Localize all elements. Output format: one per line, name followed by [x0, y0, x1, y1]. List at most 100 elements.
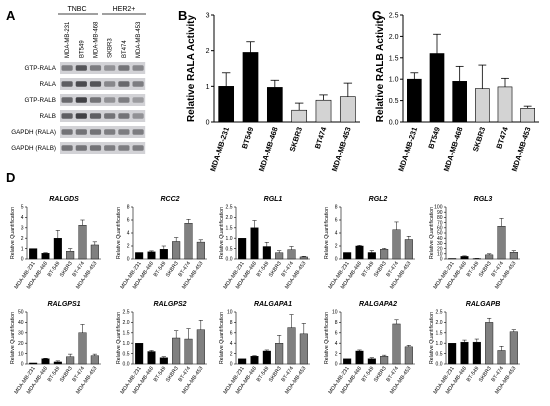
blot-strip-gapdh-ralb — [60, 142, 146, 154]
lane-label-bt474: BT474 — [122, 40, 128, 58]
chart-title: RGL3 — [474, 196, 493, 203]
blot-band — [61, 113, 73, 119]
bar-mda-mb-231 — [238, 237, 247, 260]
bar-mda-mb-231 — [135, 252, 144, 260]
blot-strip-ralb — [60, 110, 146, 122]
panel-label-d: D — [6, 170, 15, 185]
y-axis-label: Relative Quantification — [429, 207, 435, 259]
blot-band — [75, 81, 87, 87]
bar-mda-mb-231 — [135, 343, 144, 365]
blot-strip-rala — [60, 78, 146, 90]
group-header-tnbc: TNBC — [67, 6, 86, 13]
y-axis-label: Relative Quantification — [10, 207, 16, 259]
blot-band — [118, 81, 130, 87]
chart-title: RALGAPA2 — [359, 301, 397, 308]
bar-mda-mb-468 — [460, 256, 469, 260]
bar-bt-474 — [184, 223, 193, 260]
lane-label-mda-mb-468: MDA-MB-468 — [94, 21, 100, 58]
y-tick-label: 6 — [127, 218, 130, 224]
bar-mda-mb-468 — [460, 341, 469, 365]
y-tick-label: 4 — [230, 341, 233, 347]
bar-bt-549 — [367, 358, 376, 365]
y-tick-label: 6 — [335, 331, 338, 337]
blot-band — [104, 81, 116, 87]
bar-mda-mb-468 — [41, 253, 50, 260]
bar-mda-mb-453 — [520, 108, 535, 123]
panel-label-c: C — [372, 8, 382, 23]
y-tick-label: 3 — [206, 13, 210, 20]
blot-band — [75, 113, 87, 119]
blot-band — [118, 97, 130, 103]
y-tick-label: 1.5 — [436, 331, 443, 337]
y-tick-label: 0 — [230, 362, 233, 368]
y-tick-label: 3 — [21, 226, 24, 232]
y-tick-label: 4 — [21, 215, 24, 221]
bar-mda-mb-453 — [299, 333, 308, 365]
bar-skbr3 — [172, 241, 181, 260]
bar-mda-mb-453 — [404, 346, 413, 365]
y-tick-label: 40 — [437, 236, 443, 242]
chart-rgl2: 02468MDA-MB-231MDA-MB-468BT-549SKBR3BT-4… — [324, 196, 415, 290]
y-tick-label: 4 — [127, 231, 130, 237]
bar-mda-mb-453 — [509, 331, 518, 365]
bar-bt-549 — [367, 252, 376, 260]
y-axis-label: Relative Quantification — [116, 312, 122, 364]
y-tick-label: 0 — [335, 362, 338, 368]
bar-skbr3 — [172, 337, 181, 365]
y-tick-label: 8 — [335, 205, 338, 211]
y-tick-label: 2.5 — [436, 310, 443, 316]
y-tick-label: 1.5 — [226, 226, 233, 232]
y-tick-label: 4 — [335, 231, 338, 237]
chart-title: RALGAPB — [466, 301, 501, 308]
blot-band — [132, 145, 144, 151]
bar-bt-549 — [472, 341, 481, 365]
bar-mda-mb-468 — [250, 356, 259, 365]
blot-band — [132, 65, 144, 71]
bar-mda-mb-231 — [343, 252, 352, 260]
panel-label-b: B — [178, 8, 187, 23]
y-tick-label: 0 — [21, 257, 24, 263]
bar-mda-mb-468 — [250, 227, 259, 260]
bar-mda-mb-453 — [509, 252, 518, 260]
blot-band — [104, 145, 116, 151]
y-tick-label: 30 — [437, 241, 443, 247]
lane-label-mda-mb-453: MDA-MB-453 — [136, 21, 142, 58]
y-tick-label: 8 — [335, 320, 338, 326]
bar-bt-474 — [287, 249, 296, 260]
blot-row-label-gapdh-rala: GAPDH (RALA) — [11, 129, 56, 136]
blot-band — [75, 65, 87, 71]
chart-title: RALGAPA1 — [254, 301, 292, 308]
y-tick-label: 0.0 — [436, 362, 443, 368]
chart-title: RGL2 — [369, 196, 388, 203]
y-axis-label: Relative Quantification — [10, 312, 16, 364]
blot-band — [104, 97, 116, 103]
bar-mda-mb-453 — [196, 241, 205, 260]
bar-mda-mb-468 — [41, 358, 50, 365]
y-tick-label: 1.5 — [389, 55, 399, 62]
y-tick-label: 2.5 — [123, 310, 130, 316]
y-tick-label: 80 — [437, 215, 443, 221]
bar-bt-474 — [78, 224, 87, 260]
blot-band — [104, 65, 116, 71]
y-tick-label: 2 — [230, 351, 233, 357]
y-tick-label: 2 — [127, 244, 130, 250]
y-tick-label: 60 — [437, 226, 443, 232]
bar-skbr3 — [485, 254, 494, 260]
blot-band — [61, 129, 73, 135]
bar-skbr3 — [66, 250, 75, 260]
y-tick-label: 2.0 — [389, 34, 399, 41]
y-tick-label: 1.0 — [226, 236, 233, 242]
bar-mda-mb-468 — [147, 351, 156, 365]
y-tick-label: 2 — [335, 244, 338, 250]
bar-bt474 — [497, 86, 513, 123]
bar-mda-mb-453 — [404, 239, 413, 260]
y-tick-label: 10 — [227, 310, 233, 316]
y-tick-label: 6 — [230, 331, 233, 337]
blot-band — [89, 113, 102, 119]
bar-skbr3 — [475, 88, 490, 123]
blot-band — [132, 129, 144, 135]
y-tick-label: 0 — [206, 120, 210, 127]
bar-bt-474 — [392, 323, 401, 365]
bar-mda-mb-231 — [29, 248, 38, 260]
